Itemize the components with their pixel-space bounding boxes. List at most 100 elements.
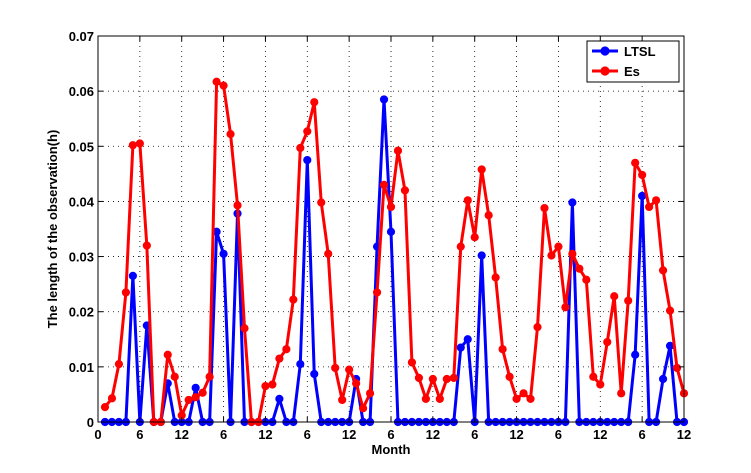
data-point-ltsl [128, 271, 137, 280]
data-point-es [505, 372, 514, 381]
data-point-es [540, 203, 549, 213]
data-point-es [268, 380, 277, 389]
x-tick-label: 0 [94, 427, 101, 442]
data-point-es [107, 394, 117, 403]
x-tick-label: 12 [174, 427, 188, 442]
data-point-es [282, 345, 291, 354]
data-point-es [198, 388, 207, 397]
data-point-es [372, 288, 382, 297]
x-tick-label: 6 [387, 427, 394, 442]
data-point-es [554, 242, 563, 251]
data-point-es [121, 288, 131, 297]
data-point-es [658, 266, 668, 275]
x-tick-label: 12 [509, 427, 523, 442]
x-tick-label: 12 [426, 427, 440, 442]
data-point-ltsl [379, 95, 389, 104]
data-point-es [135, 139, 144, 148]
data-point-ltsl [456, 343, 465, 352]
y-tick-label: 0.07 [69, 29, 94, 44]
data-point-es [575, 264, 584, 273]
data-point-ltsl [219, 249, 228, 258]
data-point-es [547, 251, 556, 260]
data-point-es [275, 354, 284, 363]
data-point-es [414, 373, 424, 382]
data-point-ltsl [658, 374, 668, 384]
data-point-es [603, 337, 612, 347]
x-tick-label: 6 [136, 427, 143, 442]
data-point-es [596, 380, 605, 389]
data-point-es [477, 165, 486, 174]
data-point-es [324, 249, 333, 258]
legend-marker-es [600, 66, 610, 76]
x-tick-label: 12 [677, 427, 691, 442]
data-point-es [568, 249, 577, 258]
y-tick-label: 0.05 [69, 139, 94, 154]
y-tick-label: 0 [87, 415, 94, 430]
x-tick-label: 6 [555, 427, 562, 442]
legend-label-ltsl: LTSL [624, 44, 656, 59]
data-point-es [645, 202, 654, 212]
data-point-es [442, 374, 451, 384]
data-point-es [561, 303, 570, 312]
y-tick-label: 0.01 [69, 360, 94, 375]
x-tick-label: 6 [220, 427, 227, 442]
x-tick-label: 6 [471, 427, 478, 442]
data-point-ltsl [477, 251, 486, 260]
x-tick-label: 12 [342, 427, 356, 442]
data-point-es [589, 372, 598, 381]
y-tick-label: 0.02 [69, 305, 94, 320]
y-tick-label: 0.04 [69, 194, 95, 209]
data-point-ltsl [303, 155, 312, 165]
x-tick-label: 6 [639, 427, 646, 442]
data-point-es [163, 350, 172, 359]
data-point-es [407, 358, 417, 367]
data-point-ltsl [568, 198, 577, 207]
data-point-es [100, 403, 110, 412]
data-point-es [428, 374, 437, 384]
data-point-es [491, 273, 500, 282]
data-point-ltsl [310, 369, 319, 379]
data-point-es [617, 389, 626, 398]
data-point-es [456, 242, 465, 251]
data-point-es [205, 372, 214, 381]
data-point-es [672, 363, 682, 373]
data-point-es [317, 198, 326, 207]
data-point-es [358, 404, 368, 413]
data-point-es [665, 306, 675, 315]
data-point-es [393, 146, 403, 155]
data-point-es [261, 382, 270, 391]
data-point-ltsl [386, 227, 396, 236]
data-point-es [651, 196, 661, 205]
data-point-es [365, 389, 375, 398]
data-point-es [449, 373, 458, 382]
data-point-es [233, 201, 242, 210]
data-point-es [310, 98, 319, 107]
data-point-es [296, 143, 305, 153]
data-point-es [435, 394, 444, 403]
data-point-ltsl [275, 394, 284, 403]
x-tick-label: 12 [258, 427, 272, 442]
data-point-es [128, 141, 137, 150]
data-point-es [338, 395, 347, 405]
data-point-es [484, 211, 493, 220]
data-point-ltsl [296, 360, 305, 369]
data-point-es [631, 158, 640, 167]
data-point-es [352, 379, 361, 388]
data-point-es [400, 186, 410, 195]
data-point-es [610, 292, 619, 301]
data-point-es [114, 360, 124, 369]
data-point-es [191, 393, 200, 402]
data-point-es [512, 394, 521, 403]
data-point-es [624, 296, 633, 305]
data-point-es [582, 275, 591, 284]
data-point-es [421, 394, 430, 403]
data-point-es [379, 180, 389, 189]
y-axis-title: The length of the observation(h) [45, 130, 60, 329]
data-point-es [470, 233, 479, 242]
data-point-ltsl [631, 350, 640, 359]
y-tick-label: 0.06 [69, 84, 94, 99]
x-tick-label: 6 [304, 427, 311, 442]
legend-marker-ltsl [600, 46, 610, 56]
data-point-es [184, 395, 193, 405]
